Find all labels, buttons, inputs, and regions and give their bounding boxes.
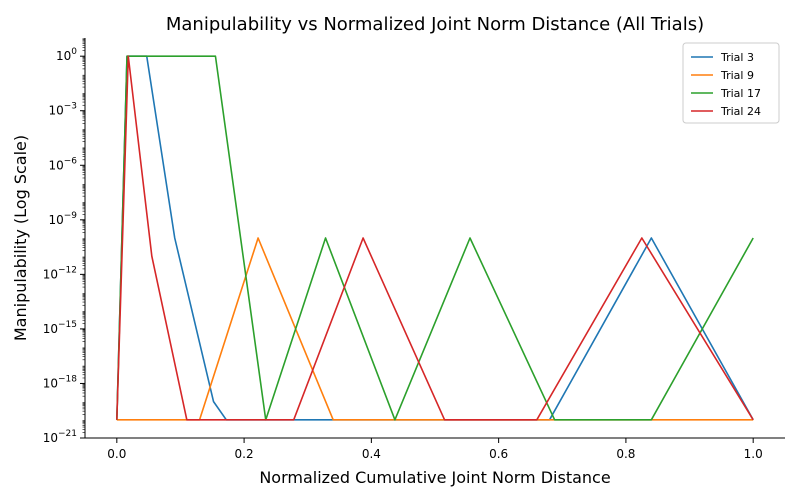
legend-label: Trial 3 xyxy=(720,51,754,64)
series-line-trial-17 xyxy=(116,55,754,421)
y-axis-label: Manipulability (Log Scale) xyxy=(11,135,30,341)
legend-frame xyxy=(682,42,780,124)
y-tick-label: 10−12 xyxy=(43,265,77,281)
x-tick-label: 0.8 xyxy=(616,447,635,461)
y-tick-label: 10−18 xyxy=(43,374,78,390)
x-tick-label: 0.2 xyxy=(235,447,254,461)
y-tick-label: 10−9 xyxy=(48,211,77,227)
legend: Trial 3 Trial 9 Trial 17 Trial 24 xyxy=(682,42,780,124)
x-tick-label: 0.0 xyxy=(107,447,126,461)
series-line-trial-3 xyxy=(116,55,754,421)
y-tick-label: 100 xyxy=(56,47,77,63)
plot-area: 0.0 0.2 0.4 0.6 0.8 1.0 10−21 10−18 10−15 10−12 10… xyxy=(43,38,785,461)
y-tick-label: 10−6 xyxy=(48,156,77,172)
y-tick-label: 10−21 xyxy=(43,429,77,445)
x-tick-label: 1.0 xyxy=(744,447,763,461)
x-axis-label: Normalized Cumulative Joint Norm Distanc… xyxy=(259,468,610,487)
legend-label: Trial 17 xyxy=(720,87,761,100)
x-tick-label: 0.4 xyxy=(362,447,381,461)
legend-label: Trial 24 xyxy=(720,105,761,118)
legend-label: Trial 9 xyxy=(720,69,754,82)
series-line-trial-24 xyxy=(116,55,754,421)
y-tick-label: 10−15 xyxy=(43,320,77,336)
y-tick-label: 10−3 xyxy=(48,102,77,118)
chart-title: Manipulability vs Normalized Joint Norm … xyxy=(166,14,704,35)
x-tick-label: 0.6 xyxy=(489,447,508,461)
